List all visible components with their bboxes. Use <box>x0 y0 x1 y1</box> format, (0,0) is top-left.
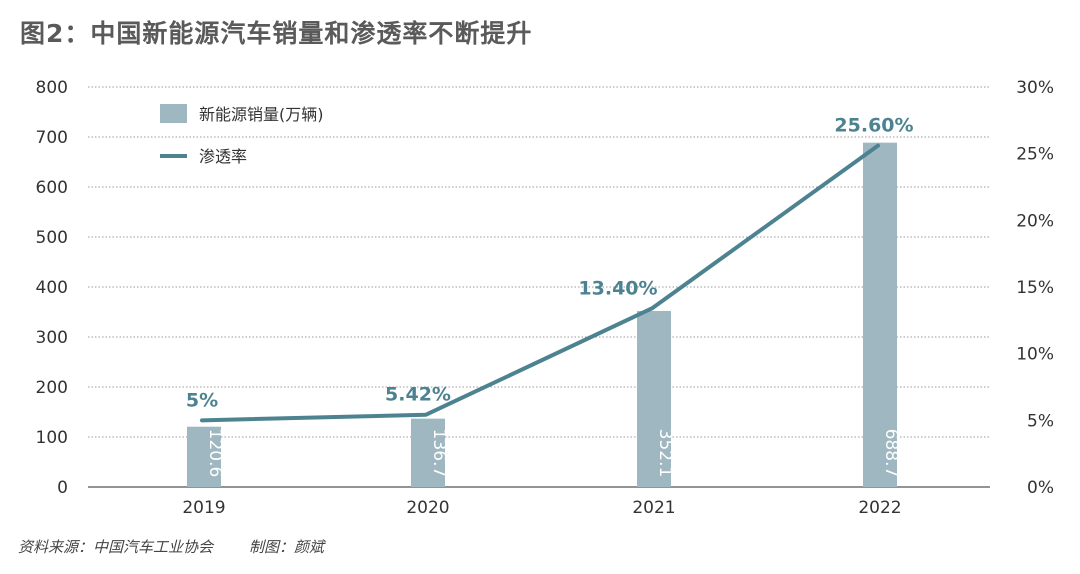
author-note: 制图：颜斌 <box>249 538 325 556</box>
right-tick-label: 5% <box>1027 411 1054 431</box>
left-tick-label: 0 <box>57 478 68 498</box>
chart-title: 图2：中国新能源汽车销量和渗透率不断提升 <box>20 19 533 48</box>
left-tick-label: 300 <box>36 328 68 348</box>
legend-bar-label: 新能源销量(万辆) <box>199 105 324 124</box>
bar <box>863 142 897 487</box>
right-axis: 0% 5% 10% 15% 20% 25% 30% <box>1016 78 1054 498</box>
left-tick-label: 200 <box>36 378 68 398</box>
penetration-line <box>200 143 880 423</box>
bar-value-label: 120.6 <box>205 429 225 478</box>
legend-bar-swatch <box>160 104 187 123</box>
bar-value-label: 136.7 <box>429 429 449 478</box>
right-tick-label: 25% <box>1016 145 1054 165</box>
bar-value-label: 352.1 <box>655 429 675 478</box>
line-value-label: 13.40% <box>578 277 657 299</box>
line-value-label: 25.60% <box>834 115 913 137</box>
legend-line-label: 渗透率 <box>199 147 247 166</box>
line-value-label: 5.42% <box>385 384 451 406</box>
right-tick-label: 10% <box>1016 345 1054 365</box>
left-tick-label: 100 <box>36 428 68 448</box>
left-tick-label: 800 <box>36 78 68 98</box>
bar <box>187 426 221 487</box>
bar <box>411 418 445 487</box>
chart-footer: 资料来源：中国汽车工业协会 制图：颜斌 <box>18 536 324 557</box>
right-tick-label: 0% <box>1027 478 1054 498</box>
legend: 新能源销量(万辆) 渗透率 <box>160 104 324 166</box>
left-axis: 0 100 200 300 400 500 600 700 800 <box>36 78 68 498</box>
right-tick-label: 30% <box>1016 78 1054 98</box>
source-note: 资料来源：中国汽车工业协会 <box>18 538 214 556</box>
left-tick-label: 500 <box>36 228 68 248</box>
right-tick-label: 15% <box>1016 278 1054 298</box>
line-value-label: 5% <box>186 389 218 411</box>
left-tick-label: 600 <box>36 178 68 198</box>
bar <box>637 310 671 487</box>
x-tick-label: 2022 <box>858 498 901 518</box>
bar-value-label: 688.7 <box>881 429 901 478</box>
left-tick-label: 400 <box>36 278 68 298</box>
bar-series: 120.6 136.7 352.1 688.7 <box>187 142 901 487</box>
x-tick-label: 2020 <box>406 498 449 518</box>
right-tick-label: 20% <box>1016 211 1054 231</box>
x-axis: 2019 2020 2021 2022 <box>182 498 901 518</box>
left-tick-label: 700 <box>36 128 68 148</box>
gridlines <box>88 86 990 488</box>
x-tick-label: 2019 <box>182 498 225 518</box>
line-series: 5% 5.42% 13.40% 25.60% <box>186 115 914 423</box>
x-tick-label: 2021 <box>632 498 675 518</box>
